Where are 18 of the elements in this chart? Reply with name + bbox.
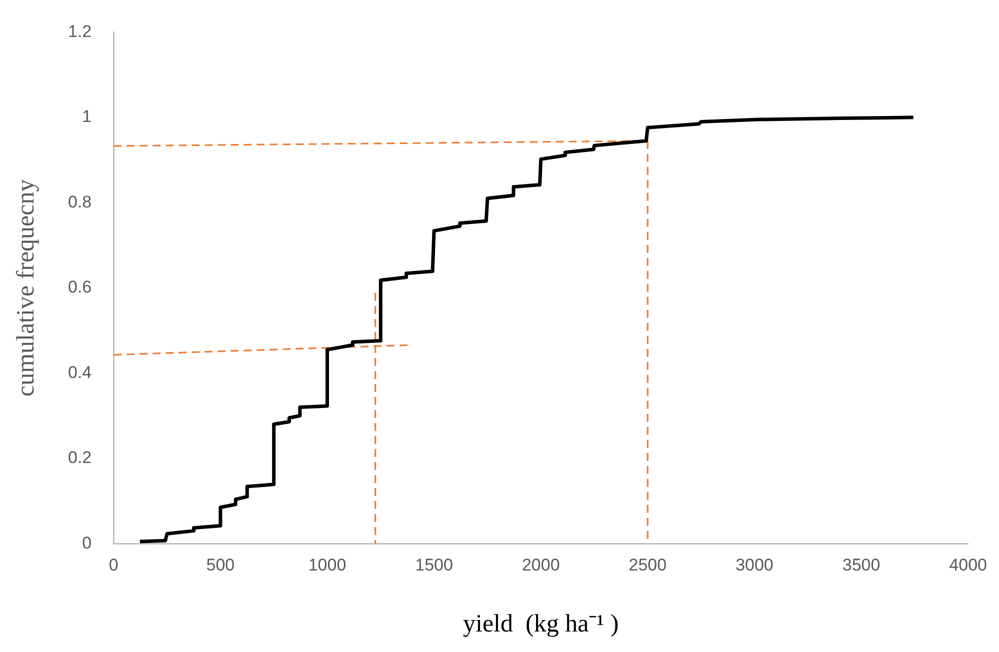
y-tick-label: 1 [82,107,92,126]
y-tick-label: 0 [82,533,92,552]
x-tick-label: 4000 [949,555,988,574]
y-tick-label: 0.2 [68,448,92,468]
x-tick-label: 2000 [522,555,560,574]
x-tick-label: 500 [206,555,235,574]
x-tick-label: 2500 [628,555,667,574]
x-tick-label: 3000 [736,555,774,574]
y-tick-label: 0.4 [68,362,92,382]
x-tick-label: 0 [108,555,118,574]
y-tick-label: 1.2 [68,22,92,41]
y-tick-label: 0.6 [68,278,92,297]
x-axis-title: yield (kg ha⁻¹ ) [462,610,619,638]
y-axis-title: cumulative frequecny [12,178,40,397]
x-tick-label: 3500 [842,555,880,574]
x-tick-label: 1500 [415,555,453,574]
x-tick-label: 1000 [308,555,346,574]
y-tick-label: 0.8 [68,192,92,212]
